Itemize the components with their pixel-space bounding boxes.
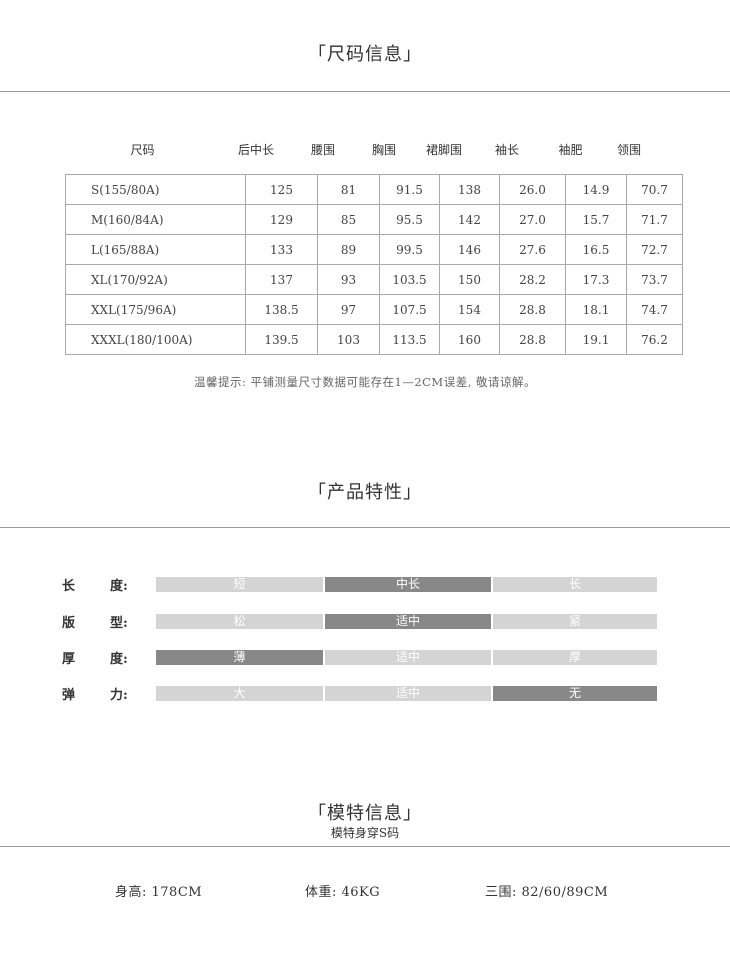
value-cell: 71.7	[626, 204, 683, 235]
feature-option: 短	[156, 577, 323, 592]
model-weight: 体重: 46KG	[305, 885, 381, 900]
value-cell: 14.9	[565, 174, 627, 205]
feature-option: 大	[156, 686, 323, 701]
value-cell: 139.5	[245, 324, 318, 355]
feature-option: 适中	[325, 650, 491, 665]
column-header: 胸围	[371, 143, 396, 157]
column-header: 尺码	[130, 143, 155, 157]
feature-label: 弹	[62, 688, 76, 703]
value-cell: 97	[317, 294, 380, 325]
feature-label: 版	[62, 616, 76, 631]
size-cell: XXL(175/96A)	[65, 294, 246, 325]
divider	[0, 91, 730, 92]
feature-option: 长	[493, 577, 657, 592]
value-cell: 81	[317, 174, 380, 205]
value-cell: 107.5	[379, 294, 440, 325]
value-cell: 72.7	[626, 234, 683, 265]
value-cell: 99.5	[379, 234, 440, 265]
value-cell: 129	[245, 204, 318, 235]
value-cell: 154	[439, 294, 500, 325]
column-header: 袖长	[494, 143, 519, 157]
size-table: S(155/80A) 125 81 91.5 138 26.0 14.9 70.7 M(160/…	[65, 174, 683, 355]
size-cell: L(165/88A)	[65, 234, 246, 265]
table-row: M(160/84A) 129 85 95.5 142 27.0 15.7 71.7	[65, 204, 683, 235]
value-cell: 133	[245, 234, 318, 265]
value-cell: 137	[245, 264, 318, 295]
divider	[0, 846, 730, 847]
model-height: 身高: 178CM	[115, 885, 203, 900]
feature-option-selected: 薄	[156, 650, 323, 665]
feature-label: 厚	[62, 652, 76, 667]
features-section-title: 「产品特性」	[308, 482, 422, 503]
value-cell: 103.5	[379, 264, 440, 295]
value-cell: 26.0	[499, 174, 566, 205]
value-cell: 138.5	[245, 294, 318, 325]
column-header: 腰围	[310, 143, 335, 157]
value-cell: 95.5	[379, 204, 440, 235]
model-subtitle: 模特身穿S码	[330, 826, 400, 840]
table-row: XXXL(180/100A) 139.5 103 113.5 160 28.8 19.1 76…	[65, 324, 683, 355]
table-row: XXL(175/96A) 138.5 97 107.5 154 28.8 18.1 74.7	[65, 294, 683, 325]
model-measurements: 三围: 82/60/89CM	[485, 885, 609, 900]
value-cell: 74.7	[626, 294, 683, 325]
value-cell: 17.3	[565, 264, 627, 295]
column-header: 领围	[616, 143, 641, 157]
size-cell: M(160/84A)	[65, 204, 246, 235]
size-section-title: 「尺码信息」	[308, 44, 422, 65]
feature-label: 长	[62, 579, 76, 594]
value-cell: 103	[317, 324, 380, 355]
model-section-title: 「模特信息」	[308, 803, 422, 824]
value-cell: 160	[439, 324, 500, 355]
value-cell: 150	[439, 264, 500, 295]
value-cell: 16.5	[565, 234, 627, 265]
feature-label: 型:	[110, 616, 128, 631]
value-cell: 28.2	[499, 264, 566, 295]
column-header: 袖肥	[558, 143, 583, 157]
feature-option: 紧	[493, 614, 657, 629]
value-cell: 27.6	[499, 234, 566, 265]
feature-option: 适中	[325, 686, 491, 701]
size-cell: S(155/80A)	[65, 174, 246, 205]
feature-option-selected: 中长	[325, 577, 491, 592]
feature-label: 力:	[110, 688, 128, 703]
feature-label: 度:	[110, 579, 128, 594]
table-row: XL(170/92A) 137 93 103.5 150 28.2 17.3 73.7	[65, 264, 683, 295]
feature-label: 度:	[110, 652, 128, 667]
value-cell: 19.1	[565, 324, 627, 355]
value-cell: 28.8	[499, 294, 566, 325]
feature-option-selected: 适中	[325, 614, 491, 629]
column-header: 裙脚围	[425, 143, 462, 157]
value-cell: 28.8	[499, 324, 566, 355]
value-cell: 89	[317, 234, 380, 265]
feature-option: 厚	[493, 650, 657, 665]
measurement-note: 温馨提示: 平铺测量尺寸数据可能存在1—2CM误差, 敬请谅解。	[193, 375, 537, 389]
feature-option-selected: 无	[493, 686, 657, 701]
value-cell: 93	[317, 264, 380, 295]
value-cell: 142	[439, 204, 500, 235]
value-cell: 85	[317, 204, 380, 235]
feature-option: 松	[156, 614, 323, 629]
value-cell: 113.5	[379, 324, 440, 355]
value-cell: 91.5	[379, 174, 440, 205]
value-cell: 125	[245, 174, 318, 205]
value-cell: 15.7	[565, 204, 627, 235]
value-cell: 138	[439, 174, 500, 205]
value-cell: 73.7	[626, 264, 683, 295]
table-row: S(155/80A) 125 81 91.5 138 26.0 14.9 70.7	[65, 174, 683, 205]
value-cell: 146	[439, 234, 500, 265]
value-cell: 70.7	[626, 174, 683, 205]
size-cell: XXXL(180/100A)	[65, 324, 246, 355]
value-cell: 27.0	[499, 204, 566, 235]
divider	[0, 527, 730, 528]
table-row: L(165/88A) 133 89 99.5 146 27.6 16.5 72.7	[65, 234, 683, 265]
size-cell: XL(170/92A)	[65, 264, 246, 295]
value-cell: 18.1	[565, 294, 627, 325]
value-cell: 76.2	[626, 324, 683, 355]
column-header: 后中长	[237, 143, 274, 157]
